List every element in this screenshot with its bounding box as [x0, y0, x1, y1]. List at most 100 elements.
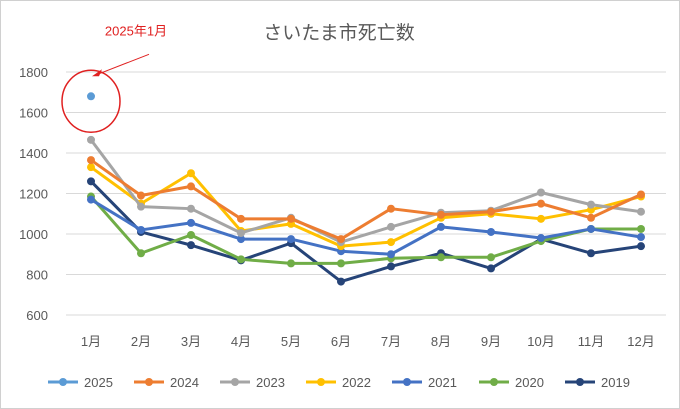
x-axis: 1月 2月 3月 4月 5月 6月 7月 8月 9月 10月 11月 12月 — [81, 334, 655, 349]
series-line-2023 — [89, 138, 642, 244]
series — [87, 92, 645, 286]
data-point — [637, 207, 645, 216]
data-point — [387, 238, 395, 247]
data-point — [437, 210, 445, 219]
data-point — [87, 92, 95, 101]
series-line-2024 — [90, 158, 642, 241]
x-tick-label: 1月 — [81, 334, 101, 349]
y-tick-label: 1600 — [19, 106, 48, 121]
x-tick-label: 11月 — [578, 334, 605, 349]
y-tick-label: 1000 — [19, 227, 48, 242]
legend-item-2025: 2025 — [48, 375, 113, 390]
legend-label: 2025 — [84, 375, 113, 390]
y-tick-label: 1800 — [19, 65, 48, 80]
y-tick-label: 800 — [26, 268, 48, 283]
x-tick-label: 10月 — [527, 334, 554, 349]
data-point — [437, 253, 445, 262]
x-tick-label: 4月 — [231, 334, 251, 349]
legend: 2025 2024 2023 2022 2021 2020 2019 — [48, 375, 630, 390]
data-point — [637, 242, 645, 251]
legend-swatch-marker — [317, 378, 325, 386]
legend-item-2019: 2019 — [565, 375, 630, 390]
data-point — [137, 191, 145, 200]
data-point — [387, 250, 395, 259]
data-point — [587, 213, 595, 222]
data-point — [437, 222, 445, 231]
series-2020 — [87, 192, 645, 268]
data-point — [287, 214, 295, 223]
annotation: 2025年1月 — [61, 23, 167, 134]
data-point — [587, 200, 595, 209]
data-point — [387, 262, 395, 271]
data-point — [637, 233, 645, 242]
series-line-2022 — [90, 165, 642, 248]
data-point — [237, 214, 245, 223]
series-line-2019 — [89, 180, 642, 284]
data-point — [87, 195, 95, 204]
arrow-head — [92, 69, 102, 77]
data-point — [487, 253, 495, 262]
annotation-arrow — [94, 53, 150, 76]
data-point — [137, 249, 145, 258]
data-point — [87, 135, 95, 144]
series-2025 — [87, 92, 95, 101]
data-point — [287, 259, 295, 268]
data-point — [87, 177, 95, 186]
highlight-circle — [61, 69, 121, 134]
data-point — [187, 241, 195, 250]
data-point — [637, 224, 645, 233]
legend-swatch-marker — [231, 378, 239, 386]
legend-label: 2019 — [601, 375, 630, 390]
data-point — [187, 169, 195, 178]
x-tick-label: 2月 — [131, 334, 151, 349]
data-point — [287, 235, 295, 244]
series-line-2020 — [89, 195, 641, 265]
chart-title: さいたま市死亡数 — [263, 22, 414, 44]
data-point — [87, 156, 95, 165]
data-point — [187, 218, 195, 227]
x-tick-label: 9月 — [481, 334, 501, 349]
data-point — [337, 259, 345, 268]
legend-item-2020: 2020 — [479, 375, 544, 390]
data-point — [337, 277, 345, 286]
data-point — [587, 224, 595, 233]
data-point — [187, 182, 195, 191]
legend-swatch-marker — [403, 378, 411, 386]
data-point — [487, 264, 495, 273]
legend-swatch-marker — [490, 378, 498, 386]
data-point — [637, 190, 645, 199]
data-point — [537, 214, 545, 223]
legend-swatch-marker — [576, 378, 584, 386]
data-point — [237, 228, 245, 237]
data-point — [237, 235, 245, 244]
x-tick-label: 12月 — [627, 334, 654, 349]
data-point — [87, 163, 95, 172]
legend-label: 2023 — [256, 375, 285, 390]
x-tick-label: 6月 — [331, 334, 351, 349]
data-point — [387, 204, 395, 213]
y-tick-label: 600 — [26, 308, 48, 323]
data-point — [187, 204, 195, 213]
data-point — [537, 199, 545, 208]
legend-label: 2021 — [428, 375, 457, 390]
legend-item-2023: 2023 — [220, 375, 285, 390]
data-point — [487, 227, 495, 236]
series-2024 — [87, 156, 645, 244]
series-line-2021 — [90, 198, 642, 256]
legend-label: 2020 — [515, 375, 544, 390]
y-tick-label: 1200 — [19, 187, 48, 202]
legend-item-2024: 2024 — [134, 375, 199, 390]
legend-swatch-marker — [59, 378, 67, 386]
x-tick-label: 8月 — [431, 334, 451, 349]
x-tick-label: 3月 — [181, 334, 201, 349]
data-point — [137, 225, 145, 234]
data-point — [137, 202, 145, 211]
x-tick-label: 7月 — [381, 334, 401, 349]
series-2021 — [87, 195, 645, 259]
data-point — [387, 222, 395, 231]
x-tick-label: 5月 — [281, 334, 301, 349]
legend-label: 2022 — [342, 375, 371, 390]
y-axis: 600 800 1000 1200 1400 1600 1800 — [19, 65, 48, 323]
